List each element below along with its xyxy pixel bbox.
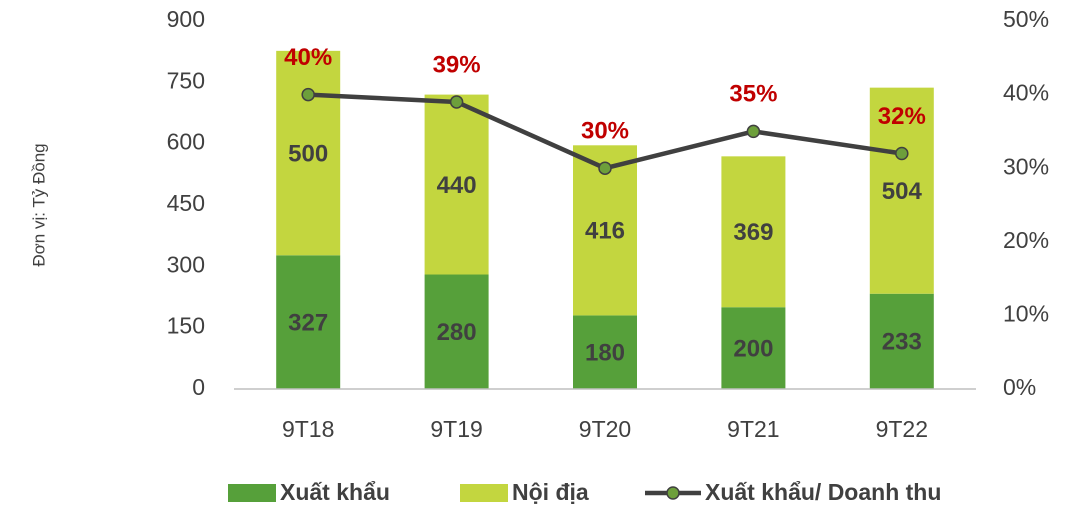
bar-value-label: 233 bbox=[882, 329, 922, 356]
bar-segment bbox=[276, 255, 341, 389]
bar-segment bbox=[424, 94, 489, 275]
legend-swatch bbox=[460, 484, 508, 502]
legend-marker bbox=[666, 486, 680, 500]
line-value-label: 30% bbox=[581, 118, 629, 145]
bar-segment bbox=[869, 293, 934, 389]
y-tick-label: 750 bbox=[167, 67, 205, 93]
line-marker bbox=[301, 87, 315, 102]
bar-value-label: 180 bbox=[585, 340, 625, 367]
bar-value-label: 416 bbox=[585, 218, 625, 245]
y-tick-label: 600 bbox=[167, 129, 205, 155]
y-axis-label: Đơn vị: Tỷ Đồng bbox=[29, 143, 48, 266]
legend-label: Xuất khẩu bbox=[280, 479, 390, 505]
bar-value-label: 200 bbox=[733, 335, 773, 362]
y-tick-label: 300 bbox=[167, 251, 205, 277]
line-marker bbox=[746, 124, 761, 139]
y2-tick-label: 50% bbox=[1003, 6, 1049, 32]
y2-tick-label: 10% bbox=[1003, 300, 1049, 326]
legend-swatch bbox=[228, 484, 276, 502]
x-tick-label: 9T21 bbox=[727, 416, 779, 442]
y2-tick-label: 30% bbox=[1003, 153, 1049, 179]
bar-segment bbox=[721, 156, 786, 308]
line-marker bbox=[895, 146, 909, 161]
y-tick-label: 450 bbox=[167, 190, 205, 216]
legend-label: Xuất khẩu/ Doanh thu bbox=[705, 479, 941, 505]
bar-segment bbox=[721, 307, 786, 389]
bar-value-label: 280 bbox=[437, 319, 477, 346]
bar-value-label: 440 bbox=[437, 172, 477, 199]
y2-tick-label: 20% bbox=[1003, 227, 1049, 253]
line-marker bbox=[598, 161, 612, 175]
bar-segment bbox=[424, 274, 489, 389]
line-value-label: 35% bbox=[729, 81, 777, 108]
bar-value-label: 369 bbox=[733, 219, 773, 246]
y-tick-label: 0 bbox=[192, 374, 205, 400]
bar-value-label: 504 bbox=[882, 178, 923, 205]
x-tick-label: 9T18 bbox=[282, 416, 334, 442]
bar-value-label: 327 bbox=[288, 309, 328, 336]
line-value-label: 40% bbox=[284, 44, 332, 71]
line-value-label: 39% bbox=[433, 51, 481, 78]
legend-label: Nội địa bbox=[512, 479, 589, 505]
line-marker bbox=[449, 95, 464, 109]
y2-tick-label: 0% bbox=[1003, 374, 1036, 400]
bar-segment bbox=[869, 87, 934, 294]
bar-segment bbox=[276, 50, 341, 256]
x-tick-label: 9T20 bbox=[579, 416, 631, 442]
bar-value-label: 500 bbox=[288, 140, 328, 167]
y2-tick-label: 40% bbox=[1003, 80, 1049, 106]
line-value-label: 32% bbox=[878, 103, 926, 130]
y-tick-label: 150 bbox=[167, 313, 205, 339]
x-tick-label: 9T22 bbox=[876, 416, 928, 442]
y-tick-label: 900 bbox=[167, 6, 205, 32]
x-tick-label: 9T19 bbox=[430, 416, 482, 442]
bar-segment bbox=[573, 315, 637, 389]
